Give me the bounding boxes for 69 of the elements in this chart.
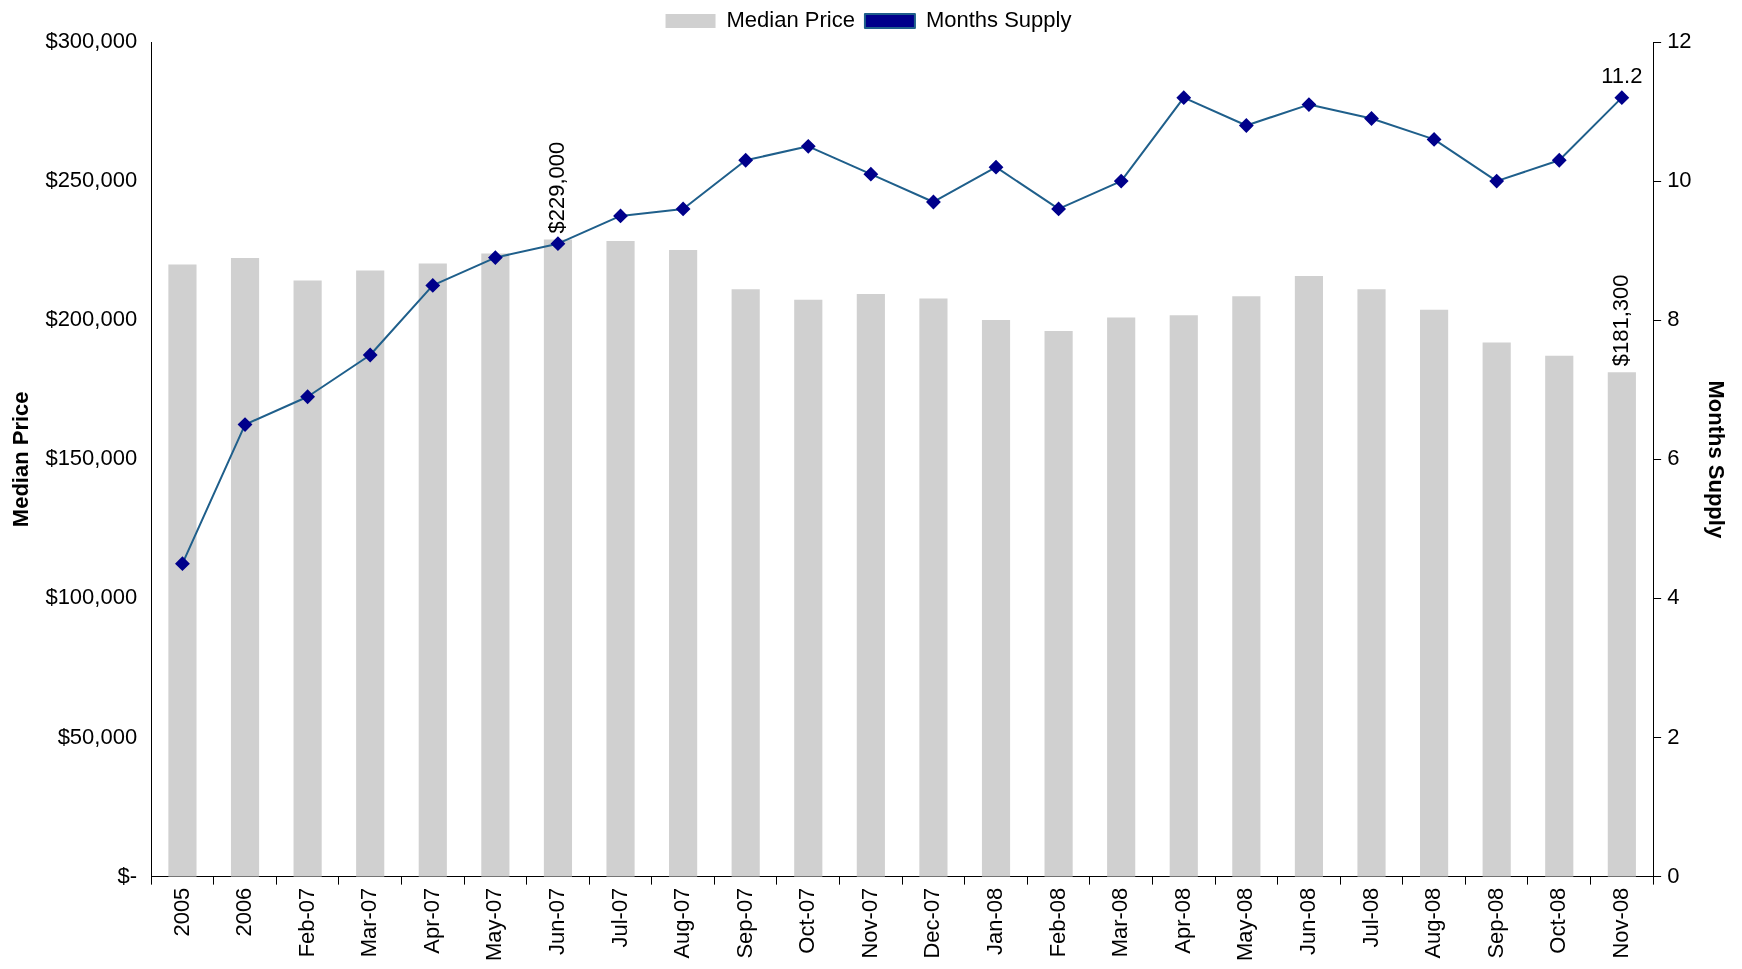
x-tick-label: 2005 — [168, 887, 194, 937]
x-tick-label: Nov-08 — [1607, 887, 1633, 959]
y2-tick-label: 0 — [1667, 862, 1680, 888]
bar — [669, 250, 698, 877]
y-tick-label: $- — [117, 862, 138, 888]
bar — [731, 289, 760, 877]
x-tick-label: Mar-08 — [1107, 887, 1133, 958]
bar — [230, 257, 260, 877]
x-tick-label: 2006 — [231, 887, 257, 937]
bar — [543, 239, 573, 877]
y2-tick-label: 8 — [1667, 306, 1680, 332]
x-tick-label: Dec-07 — [919, 887, 945, 959]
legend-label: Median Price — [726, 7, 855, 33]
bar — [293, 280, 322, 877]
bar — [919, 298, 948, 877]
y-tick-label: $300,000 — [45, 28, 138, 54]
bar — [481, 253, 510, 877]
x-tick-label: Nov-07 — [856, 887, 882, 959]
x-tick-label: Aug-08 — [1420, 887, 1446, 959]
bar — [1482, 342, 1511, 877]
x-tick-label: Oct-08 — [1545, 887, 1571, 954]
bar — [418, 263, 447, 877]
bar — [1420, 309, 1449, 877]
y2-tick-label: 6 — [1667, 445, 1680, 471]
bar — [1294, 275, 1324, 877]
y-tick-label: $150,000 — [45, 445, 138, 471]
y2-tick-label: 4 — [1667, 584, 1680, 610]
bar — [1545, 355, 1574, 877]
x-tick-label: Aug-07 — [669, 887, 695, 959]
y2-tick-label: 12 — [1667, 28, 1692, 54]
y-tick-label: $100,000 — [45, 584, 138, 610]
x-tick-label: Sep-07 — [731, 887, 757, 959]
x-tick-label: Jun-07 — [544, 887, 570, 955]
bar — [981, 319, 1011, 877]
bar — [1607, 372, 1636, 877]
bar — [1107, 317, 1136, 877]
x-tick-label: Sep-08 — [1482, 887, 1508, 959]
legend-label: Months Supply — [925, 7, 1072, 33]
y2-axis-title: Months Supply — [1703, 380, 1729, 539]
y2-tick-label: 10 — [1667, 167, 1692, 193]
bar — [606, 240, 635, 877]
bar — [794, 299, 823, 877]
x-tick-label: Feb-07 — [293, 887, 319, 958]
bar — [1357, 289, 1386, 877]
x-tick-label: May-08 — [1232, 887, 1258, 961]
x-tick-label: Jul-08 — [1357, 887, 1383, 948]
x-tick-label: Jan-08 — [982, 887, 1008, 955]
y-tick-label: $50,000 — [57, 723, 138, 749]
x-tick-label: Apr-07 — [418, 887, 444, 954]
data-label: $181,300 — [1607, 274, 1633, 367]
bar — [1044, 331, 1073, 877]
y-tick-label: $250,000 — [45, 167, 138, 193]
bar — [356, 270, 385, 877]
data-label: $229,000 — [544, 141, 570, 234]
bar — [168, 264, 197, 877]
data-label: 11.2 — [1601, 62, 1643, 88]
x-tick-label: Jul-07 — [606, 887, 632, 948]
x-tick-label: Jun-08 — [1294, 887, 1320, 955]
x-tick-label: Mar-07 — [356, 887, 382, 958]
y-axis-title: Median Price — [8, 391, 34, 528]
y2-tick-label: 2 — [1667, 723, 1680, 749]
x-tick-label: Apr-08 — [1169, 887, 1195, 954]
bar — [856, 294, 885, 877]
x-tick-label: May-07 — [481, 887, 507, 961]
y-tick-label: $200,000 — [45, 306, 138, 332]
x-tick-label: Oct-07 — [794, 887, 820, 954]
bar — [1169, 315, 1198, 877]
bar — [1232, 296, 1261, 877]
x-tick-label: Feb-08 — [1044, 887, 1070, 958]
